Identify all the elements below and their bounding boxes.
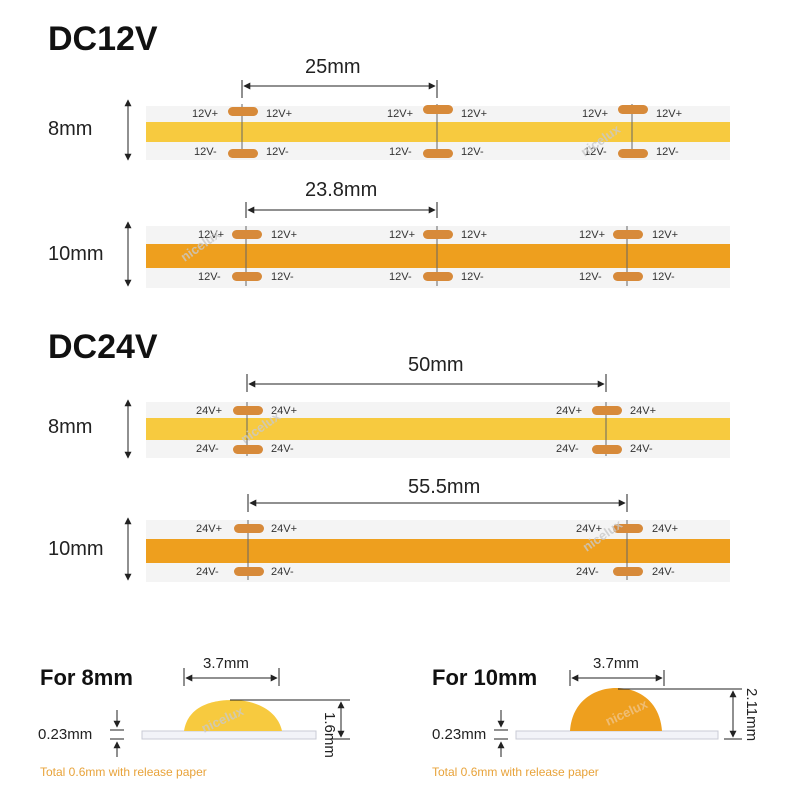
solder-pad (232, 272, 262, 281)
strip-base-cross-section (515, 730, 719, 740)
led-emitting-band (146, 122, 730, 142)
pad-label-minus: 12V- (389, 271, 412, 283)
section-title-dc12v: DC12V (48, 20, 158, 58)
solder-pad (423, 149, 453, 158)
pad-label-minus: 24V- (576, 566, 599, 578)
pad-label-minus: 12V- (461, 271, 484, 283)
dome-width-label: 3.7mm (203, 655, 249, 672)
solder-pad (233, 445, 263, 454)
solder-pad (228, 149, 258, 158)
solder-pad (613, 272, 643, 281)
pad-label-minus: 12V- (461, 146, 484, 158)
pad-label-plus: 12V+ (461, 108, 487, 120)
solder-pad (234, 524, 264, 533)
dome-width-label: 3.7mm (593, 655, 639, 672)
pad-label-minus: 12V- (584, 146, 607, 158)
solder-pad (234, 567, 264, 576)
pad-label-plus: 24V+ (556, 405, 582, 417)
solder-pad (228, 107, 258, 116)
pad-label-minus: 24V- (630, 443, 653, 455)
pad-label-plus: 24V+ (271, 405, 297, 417)
solder-pad (618, 149, 648, 158)
led-emitting-band (146, 418, 730, 440)
pad-label-plus: 12V+ (582, 108, 608, 120)
spacing-label: 23.8mm (305, 179, 378, 201)
solder-pad (233, 406, 263, 415)
cross-section-title: For 8mm (40, 665, 133, 690)
pad-label-minus: 12V- (198, 271, 221, 283)
pad-label-minus: 12V- (656, 146, 679, 158)
pad-label-minus: 24V- (271, 566, 294, 578)
base-thickness-label: 0.23mm (38, 726, 93, 743)
dome-height-label: 1.6mm (321, 712, 338, 758)
pad-label-plus: 24V+ (630, 405, 656, 417)
pad-label-minus: 24V- (652, 566, 675, 578)
solder-pad (618, 105, 648, 114)
strip-width-label: 8mm (48, 416, 93, 438)
strip-width-label: 8mm (48, 118, 93, 140)
strip-base-cross-section (141, 730, 317, 740)
solder-pad (592, 406, 622, 415)
pad-label-plus: 24V+ (271, 523, 297, 535)
pad-label-plus: 12V+ (266, 108, 292, 120)
pad-label-plus: 24V+ (196, 523, 222, 535)
dome-height-label: 2.11mm (743, 688, 760, 742)
pad-label-plus: 12V+ (656, 108, 682, 120)
pad-label-minus: 12V- (652, 271, 675, 283)
pad-label-minus: 24V- (196, 443, 219, 455)
pad-label-plus: 12V+ (389, 229, 415, 241)
pad-label-minus: 24V- (196, 566, 219, 578)
pad-label-minus: 12V- (389, 146, 412, 158)
solder-pad (592, 445, 622, 454)
pad-label-plus: 12V+ (198, 229, 224, 241)
led-emitting-band (146, 539, 730, 563)
solder-pad (613, 230, 643, 239)
strip-width-label: 10mm (48, 243, 104, 265)
pad-label-plus: 12V+ (387, 108, 413, 120)
section-title-dc24v: DC24V (48, 328, 158, 366)
release-paper-note: Total 0.6mm with release paper (432, 765, 599, 779)
spacing-label: 55.5mm (408, 476, 481, 498)
solder-pad (423, 230, 453, 239)
phosphor-dome-10mm (570, 688, 662, 731)
pad-label-minus: 12V- (266, 146, 289, 158)
spacing-label: 25mm (305, 56, 361, 78)
pad-label-minus: 12V- (271, 271, 294, 283)
pad-label-minus: 24V- (556, 443, 579, 455)
pad-label-minus: 12V- (579, 271, 602, 283)
strip-width-label: 10mm (48, 538, 104, 560)
solder-pad (613, 567, 643, 576)
pad-label-plus: 12V+ (461, 229, 487, 241)
pad-label-plus: 12V+ (192, 108, 218, 120)
pad-label-plus: 24V+ (196, 405, 222, 417)
led-emitting-band (146, 244, 730, 268)
solder-pad (232, 230, 262, 239)
pad-label-minus: 24V- (271, 443, 294, 455)
pad-label-plus: 12V+ (271, 229, 297, 241)
pad-label-plus: 24V+ (652, 523, 678, 535)
spacing-label: 50mm (408, 354, 464, 376)
pad-label-plus: 12V+ (579, 229, 605, 241)
pad-label-plus: 12V+ (652, 229, 678, 241)
solder-pad (423, 272, 453, 281)
base-thickness-label: 0.23mm (432, 726, 487, 743)
release-paper-note: Total 0.6mm with release paper (40, 765, 207, 779)
pad-label-plus: 24V+ (576, 523, 602, 535)
solder-pad (423, 105, 453, 114)
solder-pad (613, 524, 643, 533)
phosphor-dome-8mm (184, 700, 282, 731)
pad-label-minus: 12V- (194, 146, 217, 158)
cross-section-title: For 10mm (432, 665, 538, 690)
